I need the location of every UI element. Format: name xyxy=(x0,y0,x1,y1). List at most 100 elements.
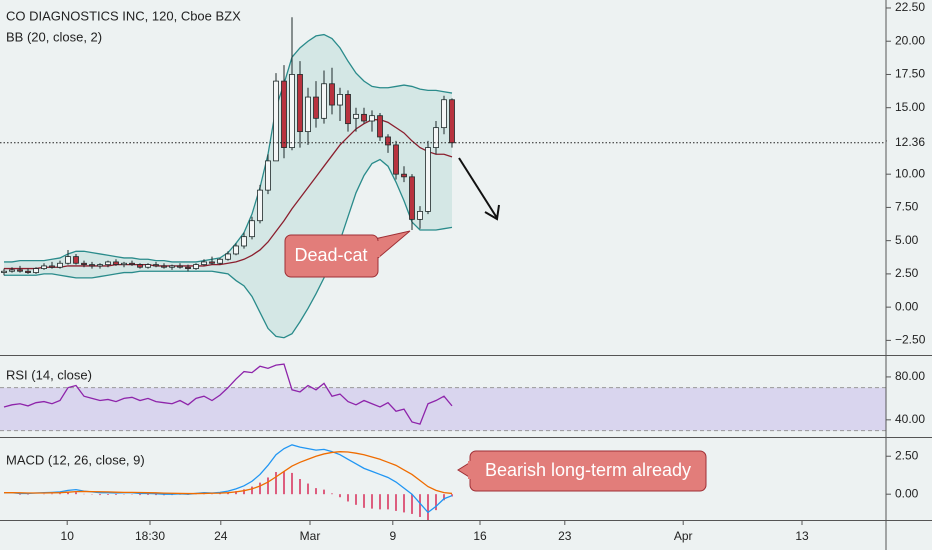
candle-body xyxy=(329,83,335,106)
macd-histogram-bar xyxy=(387,494,389,510)
y-tick-label: 0.00 xyxy=(895,299,919,313)
candle-body xyxy=(233,245,239,255)
candle-body xyxy=(433,127,439,148)
x-tick-label: 10 xyxy=(61,529,75,543)
candle-body xyxy=(57,262,63,268)
candle-body xyxy=(217,258,223,264)
candle-body xyxy=(249,220,255,238)
candle-body xyxy=(169,265,175,268)
macd-histogram-bar xyxy=(283,471,285,495)
candle-body xyxy=(241,236,247,247)
macd-histogram-bar xyxy=(339,494,341,498)
callout-join xyxy=(374,241,380,257)
y-tick-label: 17.50 xyxy=(895,67,925,81)
arrow-shaft xyxy=(458,157,498,219)
band-lower xyxy=(4,158,453,339)
candle-body xyxy=(425,147,431,212)
macd-histogram-bar xyxy=(275,472,277,495)
indicator-title: BB (20, close, 2) xyxy=(6,29,102,44)
y-tick-label: 7.50 xyxy=(895,200,919,214)
macd-histogram-bar xyxy=(443,494,445,501)
x-tick-label: 16 xyxy=(473,529,487,543)
macd-histogram-bar xyxy=(379,494,381,510)
arrow-head xyxy=(484,204,500,221)
macd-histogram-bar xyxy=(75,492,77,495)
macd-histogram-bar xyxy=(219,493,221,495)
macd-histogram-bar xyxy=(299,479,301,495)
y-tick-label: 2.50 xyxy=(895,448,919,462)
x-tick-label: 24 xyxy=(214,529,228,543)
rsi-line xyxy=(3,363,453,425)
y-tick-label: 10.00 xyxy=(895,166,925,180)
chart-title: CO DIAGNOSTICS INC, 120, Cboe BZX xyxy=(6,8,241,23)
candle-body xyxy=(393,144,399,175)
macd-histogram-bar xyxy=(67,492,69,495)
last-price-label: 12.36 xyxy=(895,135,925,149)
macd-histogram-bar xyxy=(59,493,61,495)
macd-histogram-bar xyxy=(259,482,261,495)
macd-histogram-bar xyxy=(355,494,357,505)
candle-body xyxy=(377,115,383,138)
x-tick-label: 18:30 xyxy=(135,529,165,543)
macd-histogram-bar xyxy=(395,494,397,511)
rsi-band xyxy=(0,387,886,431)
macd-histogram-bar xyxy=(235,491,237,495)
candle-body xyxy=(193,264,199,269)
candle-body xyxy=(129,262,135,265)
candle-body xyxy=(297,74,303,133)
candle-body xyxy=(97,264,103,267)
macd-histogram-bar xyxy=(307,483,309,495)
macd-histogram-bar xyxy=(331,493,333,495)
macd-histogram-bar xyxy=(411,494,413,514)
macd-histogram-bar xyxy=(291,472,293,495)
last-price-tag xyxy=(887,133,932,152)
y-tick-label: 22.50 xyxy=(895,0,925,14)
candle-body xyxy=(209,261,215,264)
callout-join xyxy=(468,461,474,479)
candle-body xyxy=(257,189,263,222)
candle-body xyxy=(41,265,47,269)
candle-body xyxy=(177,265,183,268)
macd-histogram-bar xyxy=(139,494,141,496)
macd-histogram-bar xyxy=(155,494,157,496)
candle-body xyxy=(161,265,167,268)
candle-body xyxy=(337,94,343,106)
macd-histogram-bar xyxy=(347,494,349,502)
macd-histogram-bar xyxy=(435,494,437,511)
y-tick-label: 0.00 xyxy=(895,486,919,500)
candle-body xyxy=(281,80,287,148)
x-tick-label: 13 xyxy=(795,529,809,543)
candle-body xyxy=(225,253,231,260)
candle-body xyxy=(441,99,447,129)
candle-body xyxy=(353,113,359,119)
candle-body xyxy=(385,136,391,146)
y-tick-label: 2.50 xyxy=(895,266,919,280)
macd-histogram-bar xyxy=(19,494,21,495)
candle-body xyxy=(105,261,111,265)
indicator-title: MACD (12, 26, close, 9) xyxy=(6,452,145,467)
candle-body xyxy=(305,96,311,133)
macd-histogram-bar xyxy=(363,494,365,508)
candle-body xyxy=(345,94,351,125)
macd-histogram-bar xyxy=(115,494,117,495)
signal-line xyxy=(4,451,453,495)
macd-histogram-bar xyxy=(371,494,373,509)
macd-histogram-bar xyxy=(419,494,421,517)
x-tick-label: Mar xyxy=(300,529,321,543)
y-tick-label: 5.00 xyxy=(895,233,919,247)
indicator-title: RSI (14, close) xyxy=(6,367,92,382)
candle-body xyxy=(401,173,407,178)
macd-histogram-bar xyxy=(323,489,325,495)
dead-cat-callout: Dead-cat xyxy=(284,230,411,278)
candle-body xyxy=(369,115,375,122)
candle-body xyxy=(201,261,207,265)
macd-histogram-bar xyxy=(99,494,101,496)
candle-body xyxy=(49,265,55,268)
candle-body xyxy=(265,160,271,191)
macd-line xyxy=(4,444,453,514)
candle-body xyxy=(81,262,87,265)
macd-histogram-bar xyxy=(107,494,109,495)
macd-histogram-bar xyxy=(227,492,229,495)
macd-histogram-bar xyxy=(451,494,453,497)
